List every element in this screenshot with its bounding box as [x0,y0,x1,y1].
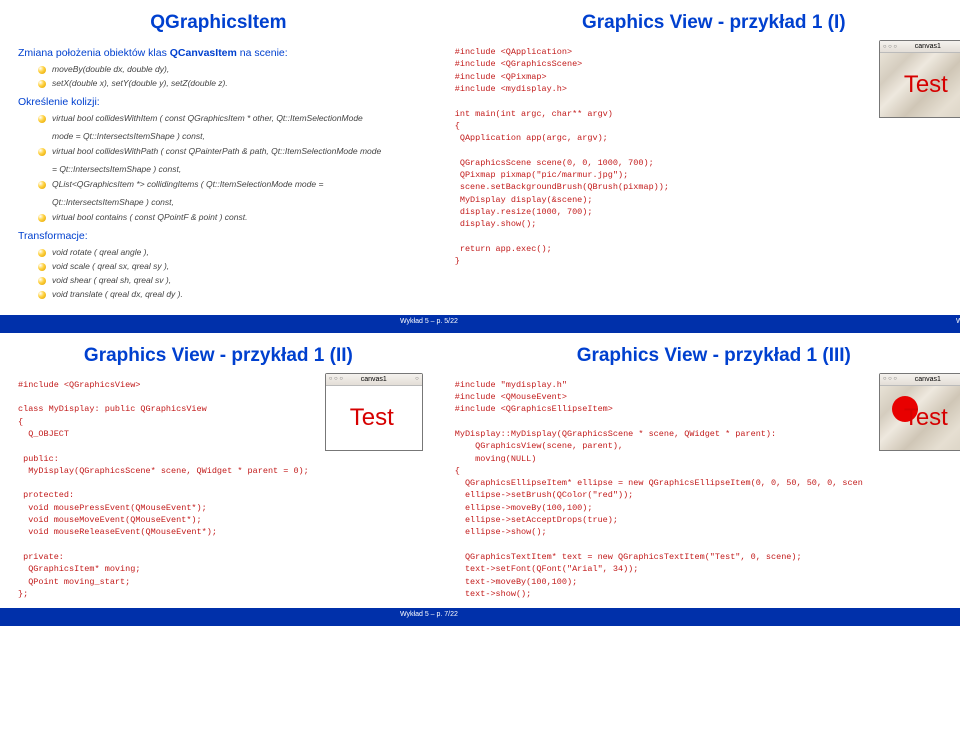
slide-grid: QGraphicsItem Zmiana położenia obiektów … [0,0,960,626]
thumb-window: ○ ○ ○ canvas1 ○ Test [879,373,960,451]
slide-2: Graphics View - przykład 1 (I) #include … [437,0,960,315]
window-controls-left-icon: ○ ○ ○ [883,376,897,382]
slide4-code: #include "mydisplay.h" #include <QMouseE… [455,379,863,601]
slide-1: QGraphicsItem Zmiana położenia obiektów … [0,0,437,315]
slide-3: Graphics View - przykład 1 (II) #include… [0,333,437,609]
list-item: virtual bool collidesWithItem ( const QG… [38,113,419,125]
slide4-title: Graphics View - przykład 1 (III) [455,345,960,367]
slide3-thumb: ○ ○ ○ canvas1 ○ Test [325,373,423,451]
thumb-title: canvas1 [915,376,941,383]
list-item: void rotate ( qreal angle ), [38,247,419,259]
list-item: void shear ( qreal sh, qreal sv ), [38,275,419,287]
sep1-right: Wykład [956,318,960,325]
slide-4: Graphics View - przykład 1 (III) #includ… [437,333,960,609]
list-item: virtual bool contains ( const QPointF & … [38,212,419,224]
slide1-bullets2b: virtual bool collidesWithPath ( const QP… [18,146,419,158]
slide1-bullets2c: QList<QGraphicsItem *> collidingItems ( … [18,179,419,191]
list-sub: = Qt::IntersectsItemShape ) const, [18,164,419,176]
list-item: setX(double x), setY(double y), setZ(dou… [38,78,419,90]
slide1-content: Zmiana położenia obiektów klas QCanvasIt… [18,46,419,301]
thumb-titlebar: ○ ○ ○ canvas1 ○ [326,374,422,386]
slide1-section1-pre: Zmiana położenia obiektów klas [18,47,170,59]
separator-2: Wykład 5 – p. 7/22 [0,608,960,626]
slide1-bullets2d: virtual bool contains ( const QPointF & … [18,212,419,224]
thumb-titlebar: ○ ○ ○ canvas1 ○ [880,374,960,386]
slide3-title: Graphics View - przykład 1 (II) [18,345,419,367]
list-item: QList<QGraphicsItem *> collidingItems ( … [38,179,419,191]
list-item: void translate ( qreal dx, qreal dy ). [38,289,419,301]
thumb-titlebar: ○ ○ ○ canvas1 ○ [880,41,960,53]
thumb-test-text: Test [904,404,948,432]
list-item: moveBy(double dx, double dy), [38,64,419,76]
slide1-bullets1: moveBy(double dx, double dy), setX(doubl… [18,64,419,90]
slide2-title: Graphics View - przykład 1 (I) [455,12,960,34]
slide1-section1: Zmiana położenia obiektów klas QCanvasIt… [18,46,419,61]
separator-1: Wykład 5 – p. 5/22 Wykład [0,315,960,333]
slide1-section1-bold: QCanvasItem [170,47,237,59]
list-item: virtual bool collidesWithPath ( const QP… [38,146,419,158]
window-controls-right-icon: ○ [415,376,419,382]
thumb-window: ○ ○ ○ canvas1 ○ Test [325,373,423,451]
window-controls-left-icon: ○ ○ ○ [329,376,343,382]
thumb-window: ○ ○ ○ canvas1 ○ Test [879,40,960,118]
slide1-title: QGraphicsItem [18,12,419,34]
thumb-body: Test [326,386,422,450]
slide3-code: #include <QGraphicsView> class MyDisplay… [18,379,309,601]
sep2-mid: Wykład 5 – p. 7/22 [400,611,458,618]
thumb-body: Test [880,386,960,450]
slide1-section2: Określenie kolizji: [18,95,419,110]
slide1-section3: Transformacje: [18,229,419,244]
slide2-thumb: ○ ○ ○ canvas1 ○ Test [879,40,960,118]
list-sub: mode = Qt::IntersectsItemShape ) const, [18,131,419,143]
thumb-test-text: Test [904,71,948,99]
list-item: void scale ( qreal sx, qreal sy ), [38,261,419,273]
slide1-bullets2: virtual bool collidesWithItem ( const QG… [18,113,419,125]
list-sub: Qt::IntersectsItemShape ) const, [18,197,419,209]
thumb-title: canvas1 [915,43,941,50]
window-controls-left-icon: ○ ○ ○ [883,44,897,50]
thumb-test-text: Test [350,404,394,432]
thumb-body: Test [880,53,960,117]
sep1-left: Wykład 5 – p. 5/22 [400,318,458,325]
slide1-section1-post: na scenie: [237,47,288,59]
thumb-title: canvas1 [361,376,387,383]
slide2-code: #include <QApplication> #include <QGraph… [455,46,863,268]
slide1-bullets3: void rotate ( qreal angle ), void scale … [18,247,419,301]
slide4-thumb: ○ ○ ○ canvas1 ○ Test [879,373,960,451]
